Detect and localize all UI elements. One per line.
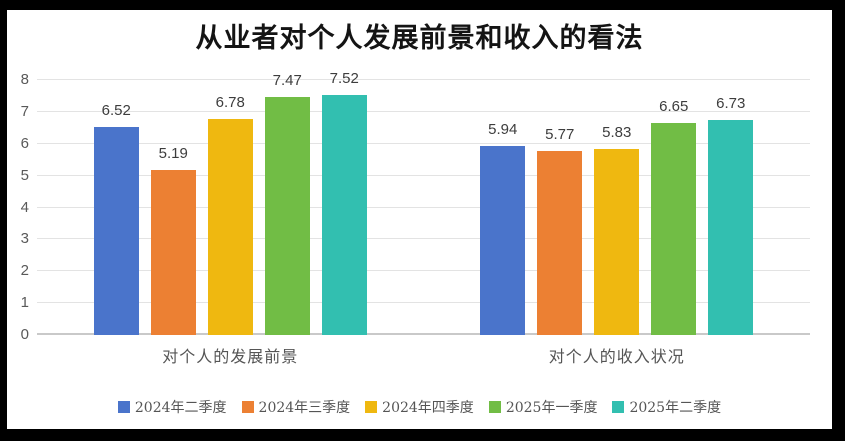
legend: 2024年二季度 2024年三季度 2024年四季度 2025年一季度 2025年二季度: [7, 397, 832, 417]
legend-label: 2025年一季度: [505, 400, 598, 416]
bar-value-label: 6.65: [659, 98, 689, 116]
gridline-8: [37, 79, 810, 80]
legend-label: 2025年二季度: [629, 400, 722, 416]
legend-swatch-icon: [117, 401, 130, 413]
gridline-7: [37, 110, 810, 112]
category-label-1: 对个人的收入状况: [548, 347, 685, 366]
legend-swatch-icon: [488, 401, 501, 413]
gridline-6: [37, 142, 810, 144]
y-tick-label-5: 5: [20, 166, 29, 184]
legend-item-1[interactable]: 2024年三季度: [241, 397, 351, 417]
bar-value-label: 7.52: [329, 70, 359, 88]
bar-value-label: 5.19: [158, 144, 188, 162]
y-tick-label-3: 3: [20, 230, 29, 248]
bar-2024年四季度-对个人的收入状况[interactable]: 5.83: [594, 124, 640, 335]
y-tick-label-4: 4: [20, 198, 29, 216]
legend-item-2[interactable]: 2024年四季度: [365, 397, 474, 417]
category-label-0: 对个人的发展前景: [162, 347, 299, 366]
chart-title: 从业者对个人发展前景和收入的看法: [195, 23, 644, 54]
gridline-0: [37, 333, 810, 335]
gridline-3: [37, 238, 810, 240]
legend-swatch-icon: [612, 401, 625, 413]
y-tick-label-2: 2: [20, 262, 29, 280]
gridline-4: [37, 206, 810, 208]
bar-2024年三季度-对个人的收入状况[interactable]: 5.77: [537, 126, 583, 335]
bar-value-label: 6.78: [215, 93, 245, 111]
y-tick-label-7: 7: [20, 102, 29, 120]
bar-2024年二季度-对个人的收入状况[interactable]: 5.94: [480, 121, 526, 335]
legend-item-0[interactable]: 2024年二季度: [117, 397, 227, 417]
bar-2025年一季度-对个人的发展前景[interactable]: 7.47: [264, 72, 310, 335]
gridline-5: [37, 174, 810, 176]
bar-value-label: 5.83: [602, 124, 632, 142]
bar-2025年一季度-对个人的收入状况[interactable]: 6.65: [651, 98, 697, 335]
chart-canvas: 从业者对个人发展前景和收入的看法 6.52 5.19 6.78 7.47 7.52 5.9…: [7, 10, 832, 429]
bar-value-label: 5.94: [488, 120, 518, 138]
bar-value-label: 6.52: [101, 102, 131, 120]
bar-2024年四季度-对个人的发展前景[interactable]: 6.78: [207, 94, 253, 335]
bar-group-0: 6.52 5.19 6.78 7.47 7.52: [37, 70, 424, 335]
y-tick-label-6: 6: [20, 134, 29, 152]
x-axis-category-labels: 对个人的发展前景 对个人的收入状况: [37, 343, 810, 367]
bar-2024年二季度-对个人的发展前景[interactable]: 6.52: [93, 102, 139, 335]
y-tick-label-8: 8: [20, 71, 29, 88]
bar-group-1: 5.94 5.77 5.83 6.65 6.73: [424, 80, 811, 335]
bar-2024年三季度-对个人的发展前景[interactable]: 5.19: [150, 145, 196, 335]
legend-label: 2024年四季度: [382, 400, 474, 416]
plot-area: 6.52 5.19 6.78 7.47 7.52 5.94 5.77 5.83 6.65 6.73: [37, 70, 811, 335]
y-tick-label-0: 0: [20, 326, 29, 343]
legend-label: 2024年三季度: [258, 400, 351, 416]
legend-item-3[interactable]: 2025年一季度: [488, 397, 598, 417]
bar-value-label: 7.47: [272, 71, 302, 89]
gridline-1: [37, 302, 810, 304]
gridline-2: [37, 270, 810, 272]
legend-swatch-icon: [241, 401, 254, 413]
bar-value-label: 6.73: [716, 95, 746, 113]
bar-value-label: 5.77: [545, 126, 575, 144]
legend-swatch-icon: [365, 401, 378, 413]
bar-2025年二季度-对个人的收入状况[interactable]: 6.73: [708, 95, 754, 335]
bar-2025年二季度-对个人的发展前景[interactable]: 7.52: [321, 70, 367, 335]
legend-item-4[interactable]: 2025年二季度: [612, 397, 721, 417]
y-tick-label-1: 1: [20, 294, 29, 312]
legend-label: 2024年二季度: [134, 400, 227, 416]
